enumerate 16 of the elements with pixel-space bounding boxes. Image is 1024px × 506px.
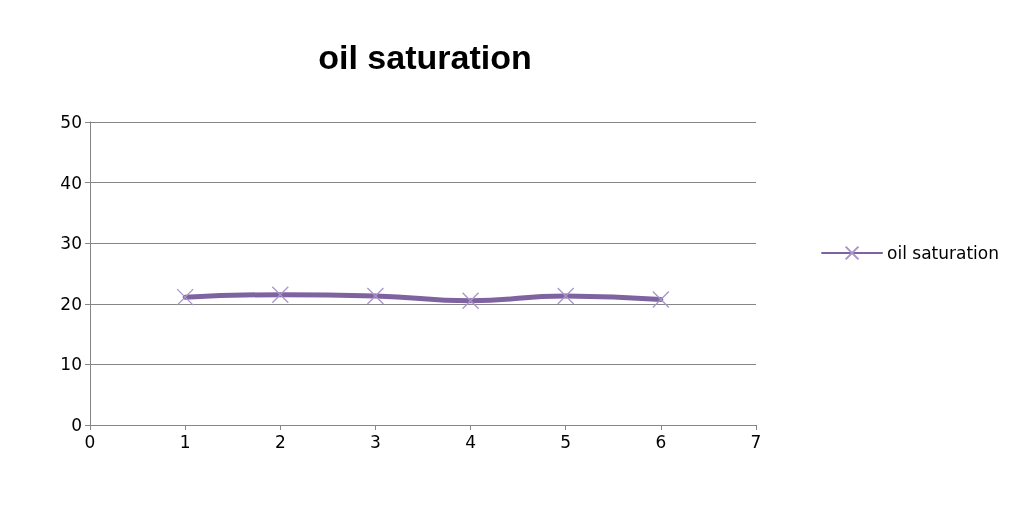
x-tick-label: 5 (560, 431, 572, 452)
x-tick-label: 2 (274, 431, 286, 452)
x-tick-label: 0 (84, 431, 96, 452)
legend-label: oil saturation (887, 243, 999, 263)
x-tick-label: 4 (465, 431, 476, 452)
y-tick-label: 10 (60, 354, 82, 375)
x-tick-label: 1 (179, 431, 191, 452)
y-tick-label: 0 (71, 415, 82, 435)
chart-title: oil saturation (318, 38, 532, 76)
y-tick-label: 30 (60, 233, 82, 254)
y-tick-label: 20 (60, 293, 82, 314)
y-tick-label: 40 (60, 172, 82, 193)
x-tick-label: 3 (370, 431, 381, 452)
y-tick-label: 50 (60, 112, 82, 132)
x-tick-label: 6 (655, 431, 667, 452)
x-tick-label: 7 (750, 431, 762, 452)
